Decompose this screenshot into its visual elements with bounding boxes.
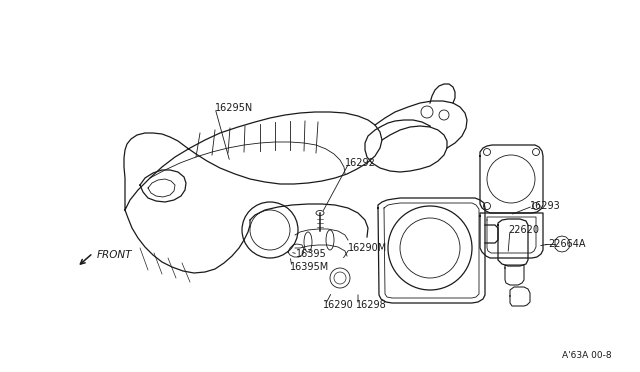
Text: 22620: 22620 (508, 225, 539, 235)
Text: 16290: 16290 (323, 300, 354, 310)
Text: 16290M: 16290M (348, 243, 387, 253)
Text: 16298: 16298 (356, 300, 387, 310)
Text: 22664A: 22664A (548, 239, 586, 249)
Text: 16395: 16395 (296, 249, 327, 259)
Text: A'63A 00-8: A'63A 00-8 (563, 350, 612, 359)
Text: FRONT: FRONT (97, 250, 132, 260)
Text: 16292: 16292 (345, 158, 376, 168)
Text: 16293: 16293 (530, 201, 561, 211)
Text: 16395M: 16395M (290, 262, 329, 272)
Text: 16295N: 16295N (215, 103, 253, 113)
